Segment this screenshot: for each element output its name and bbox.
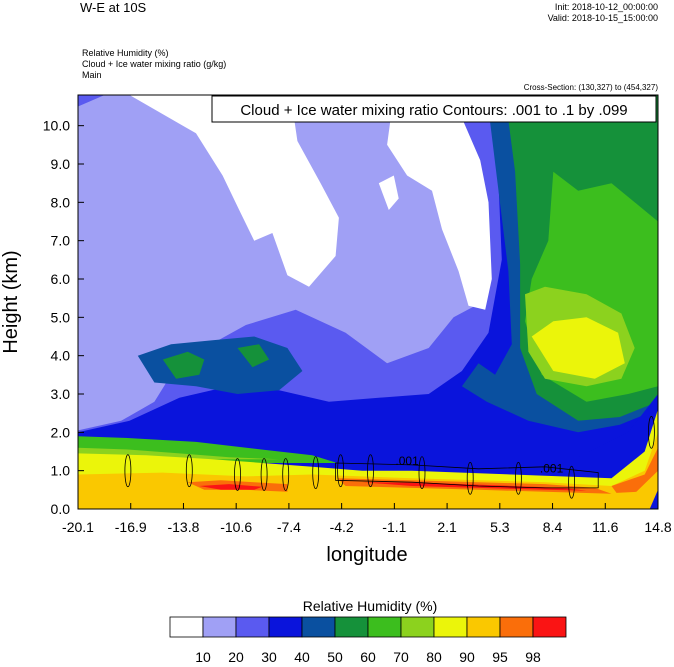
init-time: Init: 2018-10-12_00:00:00 [554, 2, 658, 12]
colorbar-swatch-7 [400, 616, 435, 638]
x-tick-label-7: 2.1 [437, 519, 457, 535]
humidity-region-24 [649, 489, 658, 509]
x-tick-label-6: -1.1 [382, 519, 406, 535]
y-tick-label-9: 9.0 [51, 156, 71, 172]
x-tick-label-5: -4.2 [330, 519, 354, 535]
colorbar-label-10: 98 [525, 649, 541, 665]
x-tick-label-11: 14.8 [644, 519, 671, 535]
x-tick-label-1: -16.9 [115, 519, 147, 535]
y-tick-label-0: 0.0 [51, 501, 71, 517]
colorbar-label-9: 95 [492, 649, 508, 665]
humidity-region-20 [362, 482, 587, 491]
colorbar-label-1: 20 [228, 649, 244, 665]
cloud-contour-4 [282, 458, 290, 491]
colorbar-label-6: 70 [393, 649, 409, 665]
x-axis-label: longitude [326, 544, 407, 566]
x-tick-label-3: -10.6 [220, 519, 252, 535]
valid-time: Valid: 2018-10-15_15:00:00 [547, 13, 658, 23]
colorbar-label-5: 60 [360, 649, 376, 665]
colorbar-swatch-11 [532, 616, 567, 638]
y-tick-label-1: 1.0 [51, 463, 71, 479]
field-domain: Main [82, 70, 102, 80]
colorbar-swatch-9 [466, 616, 501, 638]
colorbar-swatch-2 [235, 616, 270, 638]
contour-label-0: .001 [395, 454, 419, 468]
cloud-contour-0 [124, 454, 132, 488]
x-tick-label-4: -7.4 [277, 519, 301, 535]
time-info: Init: 2018-10-12_00:00:00 Valid: 2018-10… [548, 2, 658, 24]
contour-label-1: .001 [540, 462, 564, 476]
cloud-contour-5 [312, 456, 320, 490]
colorbar-swatch-3 [268, 616, 303, 638]
cloud-contours: .001 .001 [124, 415, 655, 499]
field-relative-humidity: Relative Humidity (%) [82, 48, 169, 58]
colorbar-label-0: 10 [195, 649, 211, 665]
y-tick-label-5: 5.0 [51, 309, 71, 325]
x-tick-label-0: -20.1 [62, 519, 94, 535]
y-axis: 0.0 1.0 2.0 3.0 4.0 5.0 6.0 7.0 8.0 9.0 10.0 [43, 118, 84, 517]
field-list: Relative Humidity (%) Cloud + Ice water … [82, 48, 226, 81]
cloud-contour-2 [234, 458, 241, 491]
humidity-region-12 [162, 351, 205, 379]
colorbar-title: Relative Humidity (%) [303, 598, 438, 614]
colorbar-swatch-10 [499, 616, 534, 638]
cloud-contour-3 [260, 458, 268, 491]
y-tick-label-6: 6.0 [51, 271, 71, 287]
colorbar-swatch-4 [301, 616, 336, 638]
cloud-contour-8 [418, 456, 426, 490]
cloud-contour-11 [568, 465, 575, 499]
x-tick-label-10: 11.6 [592, 519, 618, 535]
y-tick-label-2: 2.0 [51, 424, 71, 440]
plot-frame [77, 94, 659, 510]
humidity-field [78, 95, 658, 509]
cross-section-label: Cross-Section: (130,327) to (454,327) [523, 83, 658, 92]
field-cloud-ice: Cloud + Ice water mixing ratio (g/kg) [82, 59, 227, 69]
humidity-region-23 [611, 447, 658, 493]
cloud-contour-1 [185, 454, 193, 488]
cloud-contour-band [335, 462, 599, 489]
colorbar-label-4: 50 [327, 649, 343, 665]
colorbar-swatch-5 [334, 616, 369, 638]
colorbar-label-7: 80 [426, 649, 442, 665]
colorbar-swatch-0 [169, 616, 204, 638]
colorbar-swatch-1 [202, 616, 237, 638]
colorbar-swatch-8 [433, 616, 468, 638]
y-tick-label-8: 8.0 [51, 194, 71, 210]
y-tick-label-10: 10.0 [43, 118, 70, 134]
colorbar: 10 20 30 40 50 60 70 80 90 95 98 [169, 616, 567, 665]
colorbar-label-8: 90 [459, 649, 475, 665]
humidity-region-3 [129, 95, 339, 287]
cloud-contour-7 [367, 454, 374, 488]
humidity-region-4 [387, 95, 492, 310]
y-tick-label-3: 3.0 [51, 386, 71, 402]
colorbar-label-2: 30 [261, 649, 277, 665]
cloud-contour-9 [466, 461, 474, 495]
annotation-box [211, 95, 657, 123]
y-tick-label-7: 7.0 [51, 233, 71, 249]
colorbar-label-3: 40 [294, 649, 310, 665]
cloud-contour-10 [515, 461, 522, 495]
x-axis: -20.1 -16.9 -13.8 -10.6 -7.4 -4.2 -1.1 2.1 5.3 8.… [62, 503, 672, 535]
humidity-region-5 [378, 175, 399, 210]
humidity-region-10 [531, 317, 625, 379]
x-tick-label-2: -13.8 [167, 519, 199, 535]
cloud-contour-6 [337, 454, 345, 488]
y-axis-label: Height (km) [0, 250, 22, 353]
humidity-region-22 [199, 484, 263, 490]
x-tick-label-9: 8.4 [543, 519, 563, 535]
plot-title: W-E at 10S [80, 0, 147, 15]
colorbar-swatch-6 [367, 616, 402, 638]
humidity-region-13 [237, 344, 270, 368]
y-tick-label-4: 4.0 [51, 348, 71, 364]
contour-annotation: Cloud + Ice water mixing ratio Contours:… [240, 102, 627, 119]
x-tick-label-8: 5.3 [490, 519, 510, 535]
cloud-contour-12 [648, 415, 655, 449]
